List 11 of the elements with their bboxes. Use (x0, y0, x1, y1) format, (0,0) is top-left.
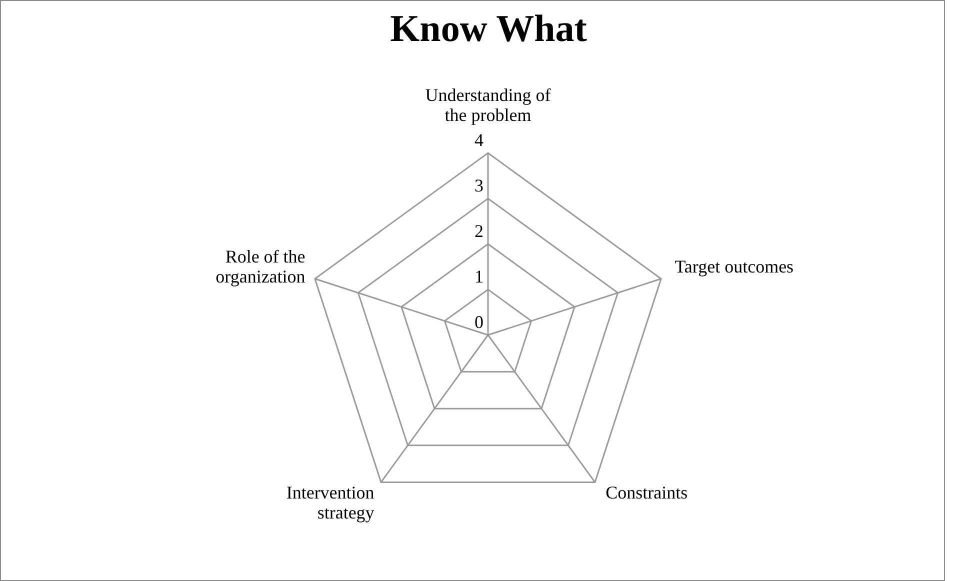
spoke-label: Constraints (606, 482, 688, 503)
y-tick-label: 3 (474, 176, 484, 196)
y-tick-label: 2 (474, 221, 484, 241)
spoke-label: Target outcomes (674, 256, 794, 276)
chart-title: Know What (389, 7, 588, 51)
spoke-label: Role of the organization (216, 246, 306, 286)
y-tick-label: 0 (474, 312, 484, 332)
spoke-label: Understanding of the problem (425, 85, 551, 125)
spoke-label: Intervention strategy (286, 482, 374, 523)
y-tick-label: 4 (474, 130, 484, 150)
y-tick-label: 1 (474, 266, 484, 286)
